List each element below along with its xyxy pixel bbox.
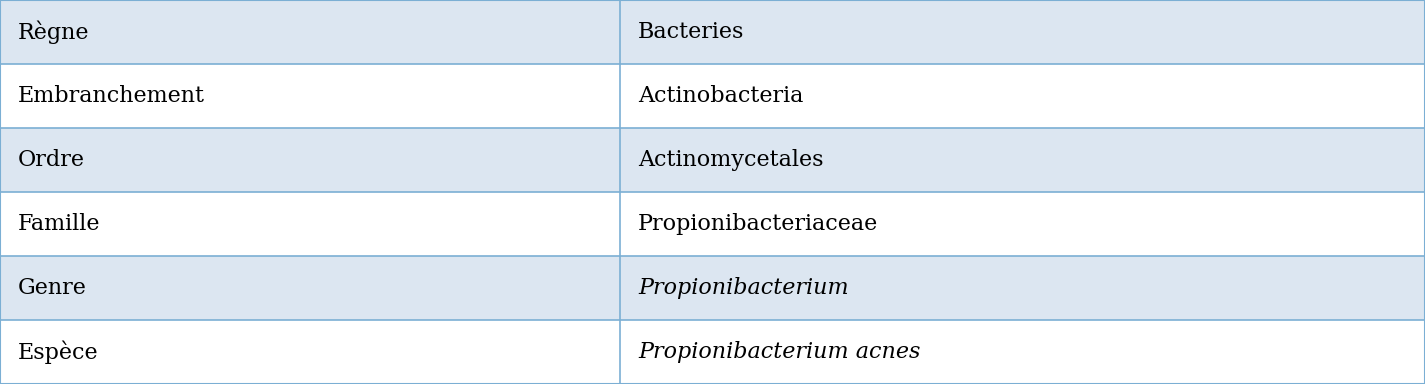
Text: Actinobacteria: Actinobacteria bbox=[638, 85, 804, 107]
Bar bbox=[0, 0, 1425, 64]
Text: Propionibacterium: Propionibacterium bbox=[638, 277, 848, 299]
Bar bbox=[0, 256, 1425, 320]
Text: Ordre: Ordre bbox=[19, 149, 86, 171]
Bar bbox=[0, 64, 1425, 128]
Bar bbox=[0, 192, 1425, 256]
Text: Genre: Genre bbox=[19, 277, 87, 299]
Text: Espèce: Espèce bbox=[19, 340, 98, 364]
Text: Propionibacterium acnes: Propionibacterium acnes bbox=[638, 341, 921, 363]
Text: Bacteries: Bacteries bbox=[638, 21, 744, 43]
Bar bbox=[0, 128, 1425, 192]
Bar bbox=[0, 320, 1425, 384]
Text: Actinomycetales: Actinomycetales bbox=[638, 149, 824, 171]
Text: Règne: Règne bbox=[19, 20, 90, 44]
Text: Propionibacteriaceae: Propionibacteriaceae bbox=[638, 213, 878, 235]
Text: Embranchement: Embranchement bbox=[19, 85, 205, 107]
Text: Famille: Famille bbox=[19, 213, 101, 235]
